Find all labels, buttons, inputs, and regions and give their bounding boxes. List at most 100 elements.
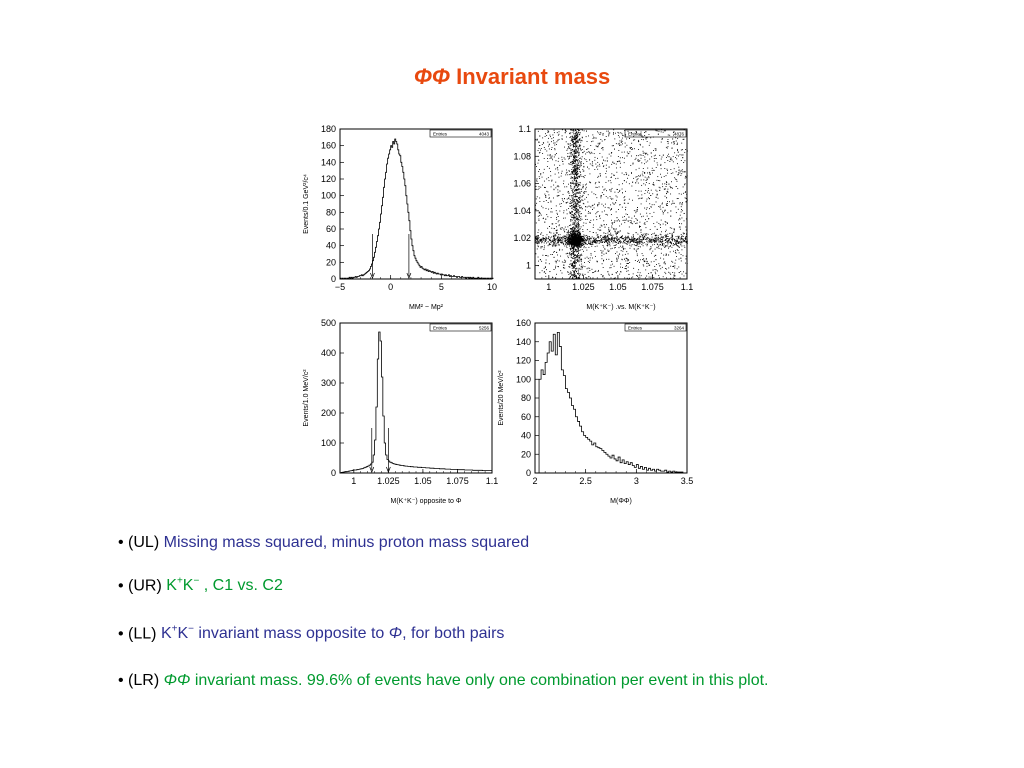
scatter-point — [572, 240, 574, 242]
scatter-point — [581, 274, 583, 276]
scatter-point — [656, 240, 658, 242]
scatter-point — [536, 166, 537, 167]
scatter-point — [570, 212, 572, 214]
scatter-point — [560, 239, 562, 241]
scatter-point — [571, 254, 572, 256]
scatter-point — [663, 262, 665, 264]
scatter-point — [543, 180, 545, 182]
scatter-point — [577, 260, 579, 261]
scatter-point — [622, 250, 624, 252]
scatter-point — [635, 212, 637, 214]
scatter-point — [612, 198, 614, 200]
scatter-point — [682, 154, 684, 156]
scatter-point — [633, 267, 635, 269]
scatter-point — [598, 186, 600, 188]
scatter-point — [571, 161, 573, 163]
scatter-point — [572, 173, 574, 175]
x-tick-label: 1.025 — [377, 476, 400, 486]
scatter-point — [566, 247, 568, 249]
scatter-point — [578, 164, 580, 166]
scatter-point — [647, 154, 649, 156]
scatter-point — [586, 244, 588, 245]
scatter-point — [579, 245, 581, 247]
scatter-point — [610, 238, 612, 240]
scatter-point — [656, 264, 657, 265]
scatter-point — [670, 210, 672, 212]
scatter-point — [576, 192, 578, 193]
scatter-point — [542, 235, 544, 237]
scatter-point — [590, 254, 592, 256]
scatter-point — [654, 269, 656, 270]
scatter-point — [652, 244, 654, 246]
scatter-point — [675, 206, 677, 208]
scatter-point — [666, 191, 668, 193]
scatter-point — [574, 241, 576, 243]
scatter-point — [575, 211, 577, 213]
scatter-point — [578, 184, 580, 186]
scatter-point — [648, 197, 649, 199]
scatter-point — [572, 240, 574, 242]
scatter-point — [569, 247, 571, 249]
scatter-point — [612, 237, 614, 239]
scatter-point — [536, 248, 538, 250]
scatter-point — [660, 244, 662, 246]
scatter-point — [667, 212, 669, 214]
scatter-point — [580, 201, 582, 203]
scatter-point — [684, 183, 686, 185]
scatter-point — [659, 265, 661, 267]
scatter-point — [581, 263, 583, 265]
scatter-point — [562, 236, 563, 238]
scatter-point — [666, 169, 668, 171]
scatter-point — [579, 241, 581, 243]
scatter-point — [570, 187, 572, 189]
scatter-point — [658, 240, 660, 242]
scatter-point — [655, 130, 657, 132]
scatter-point — [544, 148, 546, 150]
scatter-point — [535, 222, 537, 224]
scatter-point — [571, 265, 573, 267]
scatter-point — [578, 205, 580, 207]
scatter-point — [669, 227, 671, 229]
scatter-point — [654, 148, 656, 150]
scatter-point — [634, 260, 636, 261]
scatter-point — [553, 237, 555, 239]
scatter-point — [671, 142, 673, 144]
scatter-point — [601, 263, 603, 265]
scatter-point — [602, 239, 604, 241]
scatter-point — [558, 239, 560, 240]
scatter-point — [571, 229, 573, 231]
scatter-point — [556, 218, 558, 220]
scatter-point — [576, 133, 578, 135]
scatter-point — [606, 157, 608, 159]
scatter-point — [551, 240, 553, 242]
scatter-point — [557, 238, 559, 240]
scatter-point — [565, 174, 567, 176]
scatter-point — [623, 219, 625, 221]
scatter-point — [660, 141, 662, 143]
scatter-point — [594, 255, 596, 257]
scatter-point — [664, 271, 666, 273]
scatter-point — [582, 244, 584, 246]
scatter-point — [539, 201, 541, 202]
scatter-point — [551, 138, 553, 140]
scatter-point — [611, 208, 613, 210]
scatter-point — [564, 132, 566, 134]
scatter-point — [568, 232, 570, 234]
scatter-point — [567, 236, 569, 238]
scatter-point — [565, 172, 567, 174]
scatter-point — [614, 231, 616, 233]
scatter-point — [608, 207, 610, 209]
scatter-point — [599, 143, 601, 145]
scatter-point — [586, 161, 588, 162]
scatter-point — [578, 235, 580, 237]
scatter-point — [607, 234, 608, 236]
scatter-point — [586, 256, 588, 258]
scatter-point — [681, 235, 683, 237]
x-tick-label: 10 — [487, 282, 497, 292]
scatter-point — [605, 195, 607, 197]
scatter-point — [566, 245, 567, 247]
scatter-point — [559, 203, 561, 205]
scatter-point — [594, 271, 596, 272]
scatter-point — [557, 221, 559, 223]
scatter-point — [653, 160, 655, 162]
